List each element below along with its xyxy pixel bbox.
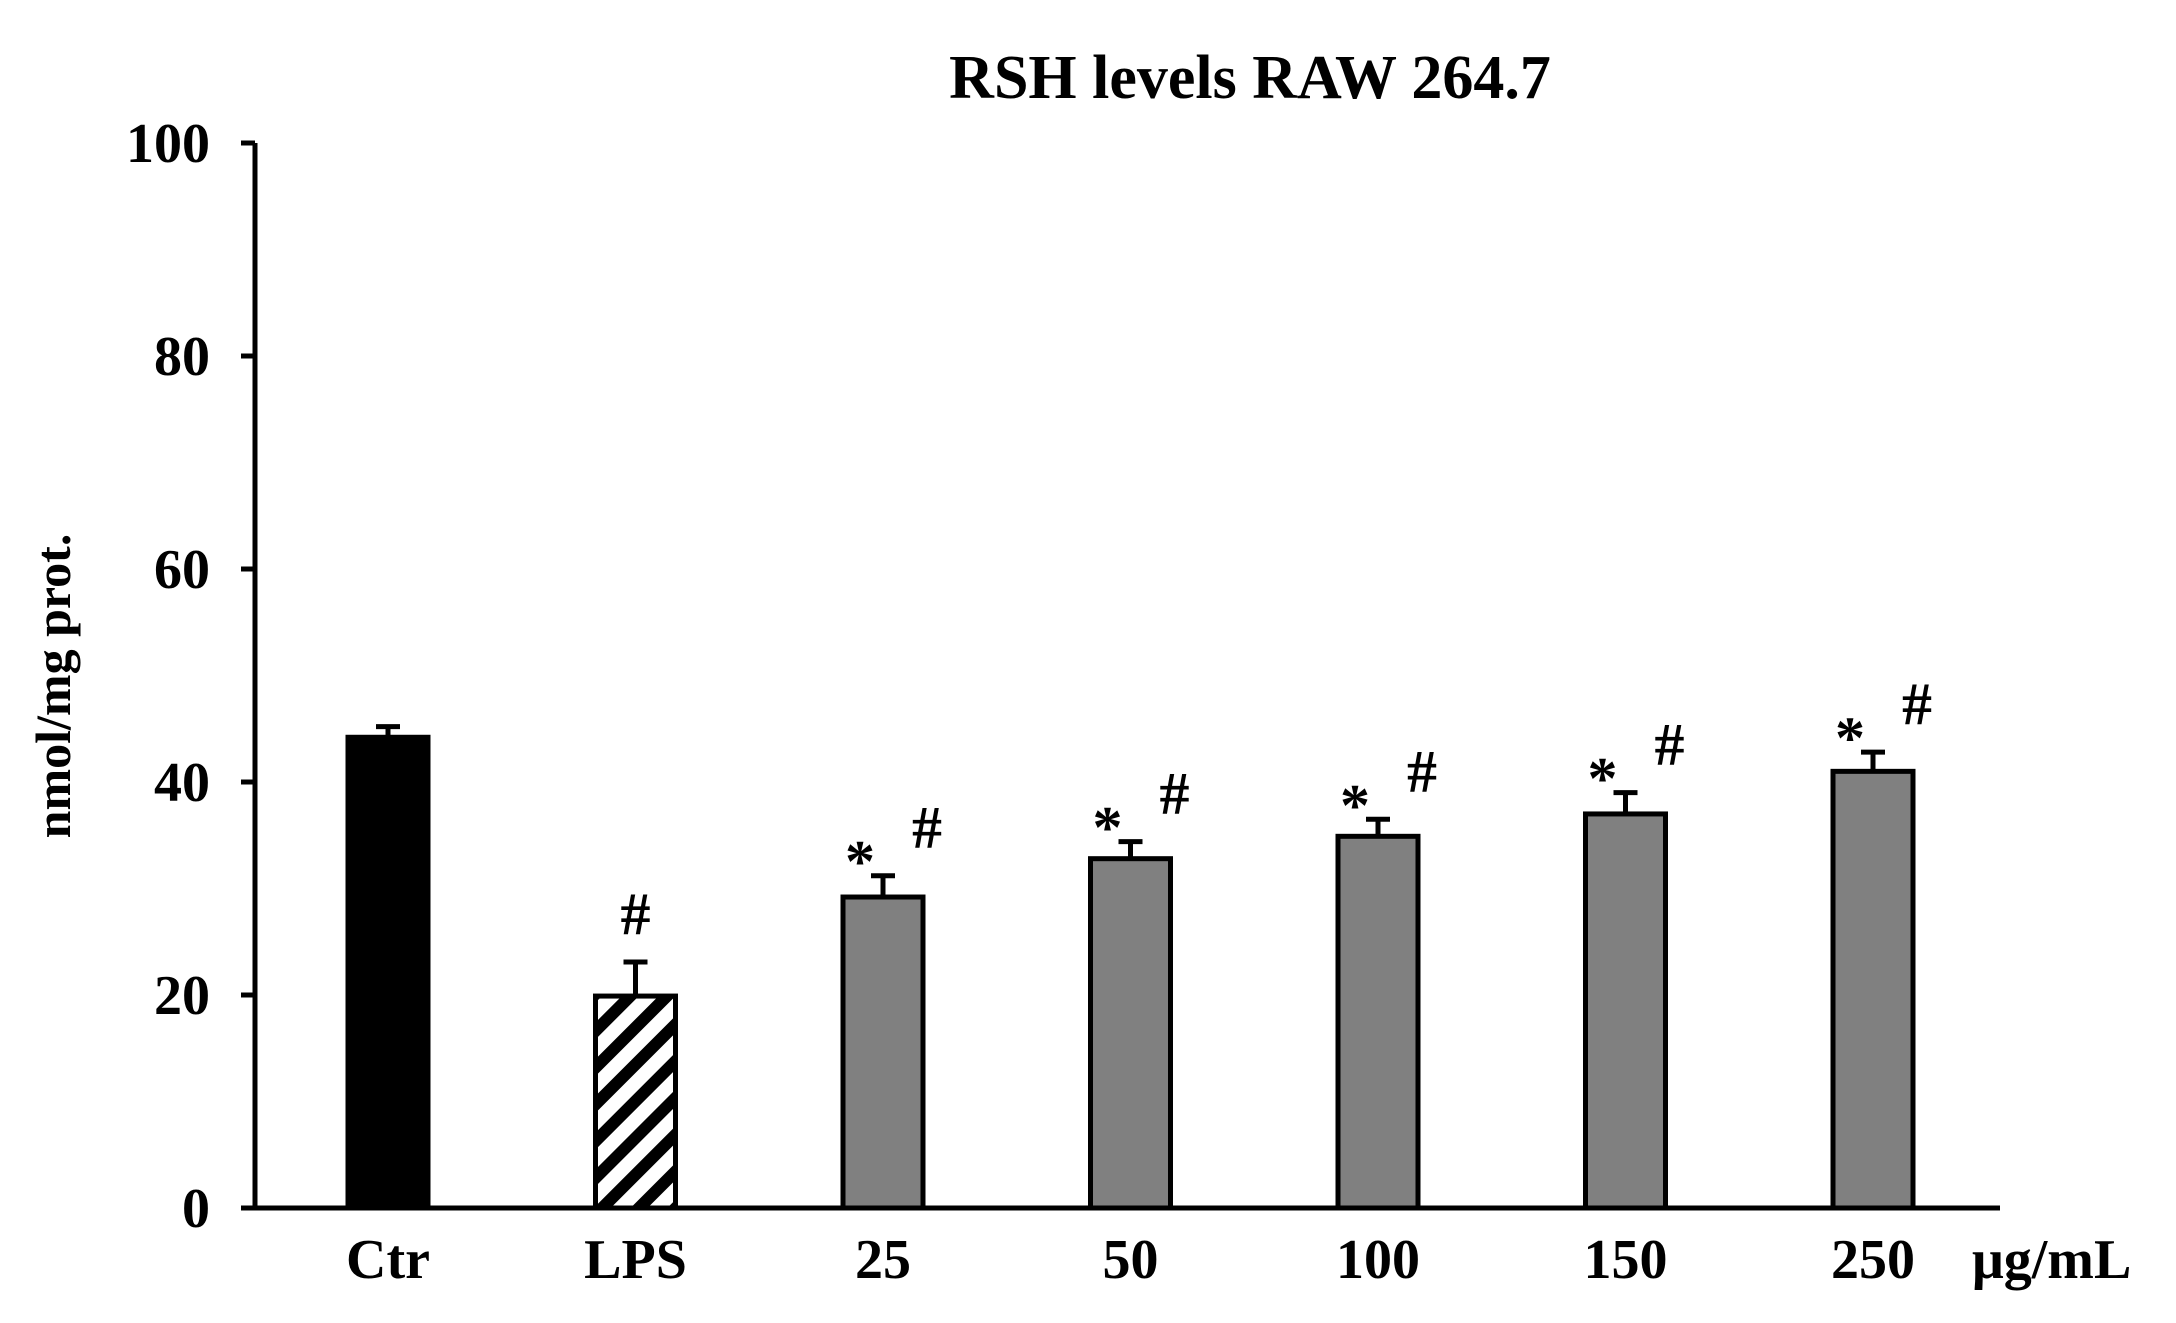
y-tick-label-60: 60 (154, 539, 210, 601)
y-tick-label-0: 0 (182, 1178, 210, 1240)
x-tick-label-50: 50 (1103, 1229, 1159, 1291)
bar-25 (840, 894, 926, 1211)
x-tick-label-100: 100 (1336, 1229, 1420, 1291)
significance-hash-LPS: # (621, 881, 651, 947)
significance-hash-50: # (1160, 761, 1190, 827)
significance-hash-150: # (1655, 712, 1685, 778)
bar-Ctr (345, 734, 431, 1211)
significance-hash-100: # (1407, 738, 1437, 804)
y-tick-label-40: 40 (154, 752, 210, 814)
bars-layer: # * # * # * # * # * # (345, 671, 1932, 1211)
x-unit-label: μg/mL (1972, 1229, 2131, 1291)
x-tick-label-Ctr: Ctr (346, 1229, 430, 1291)
significance-star-25: * (845, 829, 875, 895)
bar-100 (1335, 833, 1421, 1211)
significance-star-50: * (1093, 795, 1123, 861)
significance-hash-25: # (912, 795, 942, 861)
bar-150 (1583, 811, 1668, 1211)
bar-250 (1830, 768, 1916, 1211)
x-tick-label-250: 250 (1831, 1229, 1915, 1291)
significance-hash-250: # (1902, 671, 1932, 737)
bar-50 (1088, 856, 1173, 1211)
y-axis-label: nmol/mg prot. (25, 534, 81, 839)
bar-LPS (593, 993, 678, 1211)
significance-star-100: * (1340, 772, 1370, 838)
significance-star-250: * (1835, 705, 1865, 771)
y-tick-label-20: 20 (154, 965, 210, 1027)
y-tick-label-100: 100 (126, 113, 210, 175)
chart-title: RSH levels RAW 264.7 (949, 44, 1551, 112)
x-tick-label-25: 25 (855, 1229, 911, 1291)
x-tick-label-150: 150 (1584, 1229, 1668, 1291)
significance-star-150: * (1588, 746, 1618, 812)
y-tick-label-80: 80 (154, 326, 210, 388)
axes-layer: Ctr LPS 25 50 100 150 250 0 20 40 60 80 100 (126, 113, 2000, 1291)
x-tick-label-LPS: LPS (584, 1229, 687, 1291)
